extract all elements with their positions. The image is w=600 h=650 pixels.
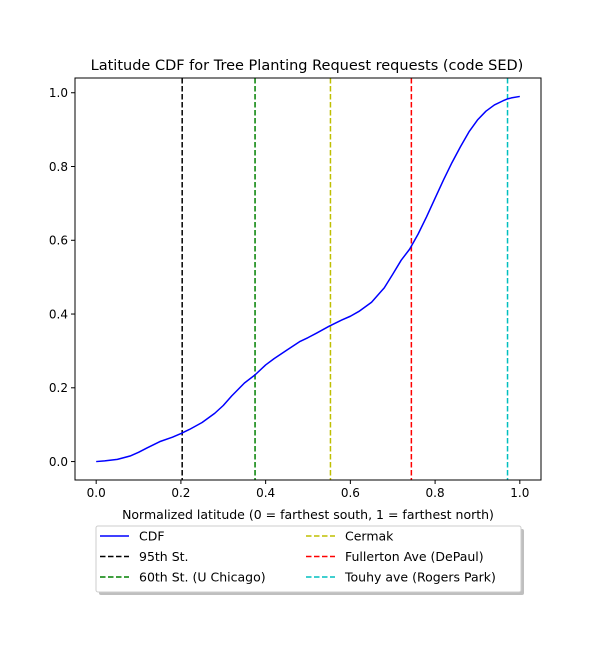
plot-frame xyxy=(74,77,542,481)
legend: CDF 95th St. 60th St. (U Chicago) Cermak Ful… xyxy=(95,525,524,595)
x-tick-label: 0.0 xyxy=(87,486,106,500)
y-tick-label: 0.8 xyxy=(49,160,68,174)
x-tick-label: 0.6 xyxy=(341,486,360,500)
series-layer xyxy=(96,95,520,463)
legend-label: Touhy ave (Rogers Park) xyxy=(344,569,496,584)
legend-label: 95th St. xyxy=(139,549,189,564)
y-tick-label: 0.2 xyxy=(49,381,68,395)
reference-lines xyxy=(181,78,509,480)
chart-title: Latitude CDF for Tree Planting Request r… xyxy=(91,58,524,74)
y-tick-label: 0.0 xyxy=(49,455,68,469)
x-tick-label: 0.4 xyxy=(256,486,275,500)
x-tick-label: 0.8 xyxy=(426,486,445,500)
y-axis-ticks: 0.0 0.2 0.4 0.6 0.8 1.0 xyxy=(49,86,75,469)
legend-box xyxy=(95,525,522,593)
x-tick-label: 1.0 xyxy=(510,486,529,500)
legend-label: Cermak xyxy=(345,528,394,543)
x-tick-label: 0.2 xyxy=(171,486,190,500)
legend-label: CDF xyxy=(139,528,165,543)
series-line-cdf xyxy=(96,95,520,463)
y-tick-label: 0.4 xyxy=(49,307,68,321)
legend-label: 60th St. (U Chicago) xyxy=(139,569,266,584)
x-axis-ticks: 0.0 0.2 0.4 0.6 0.8 1.0 xyxy=(87,480,529,500)
legend-label: Fullerton Ave (DePaul) xyxy=(345,549,484,564)
legend-items: CDF 95th St. 60th St. (U Chicago) Cermak Ful… xyxy=(100,528,496,584)
y-tick-label: 1.0 xyxy=(49,86,68,100)
x-axis-label: Normalized latitude (0 = farthest south,… xyxy=(122,507,494,522)
y-tick-label: 0.6 xyxy=(49,234,68,248)
